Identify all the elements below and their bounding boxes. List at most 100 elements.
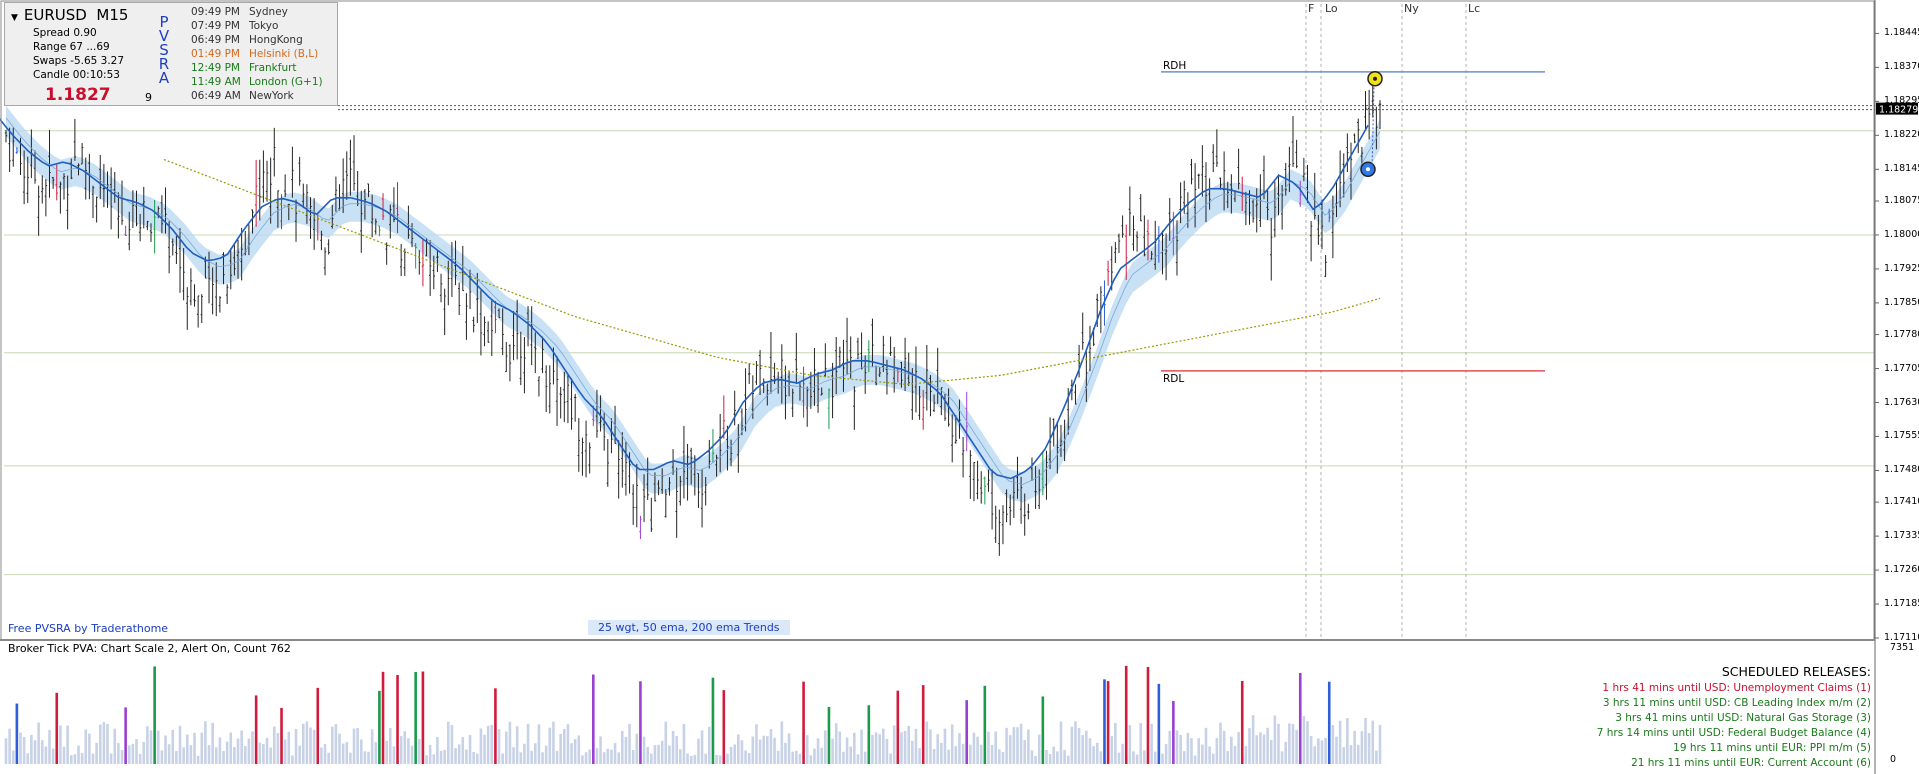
session-name: Helsinki (B,L) [249,48,319,60]
volume-bar [1349,745,1353,764]
current-price-tag [1876,102,1918,115]
volume-bar [1048,754,1052,764]
volume-bar [729,746,733,764]
volume-bar [990,744,994,764]
volume-bar [805,735,809,764]
price-tick-label: 1.18075 [1884,194,1919,206]
volume-bar [1114,722,1117,764]
volume-bar [1143,750,1146,764]
session-marker-lo: Lo [1325,2,1338,15]
volume-bar [849,746,853,764]
volume-bar [1317,738,1320,764]
volume-bar [958,733,961,764]
volume-bar [555,750,559,764]
volume-bar [363,751,367,764]
volume-bar [1012,727,1016,764]
candle-timer: Candle 00:10:53 [33,69,120,81]
volume-bar [207,745,211,764]
collapse-triangle-icon[interactable]: ▼ [11,13,18,23]
volume-bar [932,749,936,764]
volume-bar [816,738,820,764]
volume-bar [961,743,965,764]
volume-bar [1302,716,1306,764]
volume-bar [994,731,998,764]
volume-bar [664,721,668,764]
footer-trends: 25 wgt, 50 ema, 200 ema Trends [588,620,790,635]
volume-bar [1237,732,1240,764]
volume-bar [497,729,501,764]
session-name: Sydney [249,6,288,18]
volume-bar [1371,720,1375,764]
volume-bar [91,753,95,764]
volume-bar [1081,734,1085,764]
volume-bar [820,747,823,764]
volume-bar [374,742,378,764]
volume-bar [809,755,813,764]
volume-bar [1019,723,1023,764]
volume-bar [755,724,758,764]
volume-bar [22,736,26,764]
session-name: NewYork [249,90,294,102]
volume-bar [298,745,301,764]
subwindow-label: Broker Tick PVA: Chart Scale 2, Alert On… [8,642,291,655]
volume-bar [889,753,892,764]
volume-bar [1023,740,1027,764]
volume-bar [77,745,80,764]
volume-bar [1172,700,1175,764]
volume-bar [309,727,312,764]
volume-bar [1066,755,1070,764]
volume-bar [718,755,722,764]
volume-bar [1255,735,1259,764]
volume-bar [19,732,22,764]
volume-bar [51,748,55,764]
candles [4,81,1382,556]
volume-bar [602,752,606,764]
volume-bar [871,734,874,764]
volume-bar [1378,724,1382,764]
volume-bar [1085,730,1088,764]
volume-bar [407,738,410,764]
volume-bar [1215,737,1219,764]
volume-bar [392,746,396,764]
volume-bar [650,753,653,764]
volume-bar [225,741,229,764]
session-time: 12:49 PM [191,62,240,74]
volume-bar [892,725,896,764]
volume-bar [327,752,330,764]
volume-bar [15,703,19,764]
volume-bar [1291,724,1295,764]
volume-bar [541,752,544,764]
volume-bar [824,730,827,764]
volume-bar [312,729,316,764]
release-item: 3 hrs 41 mins until USD: Natural Gas Sto… [1615,712,1871,724]
volume-bar [403,731,407,764]
price-tick-label: 1.17780 [1884,328,1919,340]
volume-bar [921,685,925,764]
volume-bar [563,728,566,764]
pvsra-letter: V [158,27,170,45]
volume-bar [566,724,570,764]
volume-bar [929,729,932,764]
volume-bar [113,728,117,764]
volume-bar [69,755,73,764]
pvsra-letter: A [158,69,170,87]
volume-bar [1099,751,1103,764]
volume-bar [62,746,66,764]
volume-bar [1056,751,1059,764]
volume-bar [621,730,624,764]
volume-bar [867,705,871,764]
volume-bar [341,743,345,764]
volume-bar [943,728,947,764]
volume-bar [1037,734,1041,764]
rdl-label: RDL [1163,373,1185,385]
volume-bar [146,726,149,764]
volume-bar [526,723,530,764]
volume-bar [196,755,200,764]
volume-bar [512,747,515,764]
volume-bar [291,755,294,764]
volume-bar [233,747,236,764]
volume-bar [1364,717,1367,764]
